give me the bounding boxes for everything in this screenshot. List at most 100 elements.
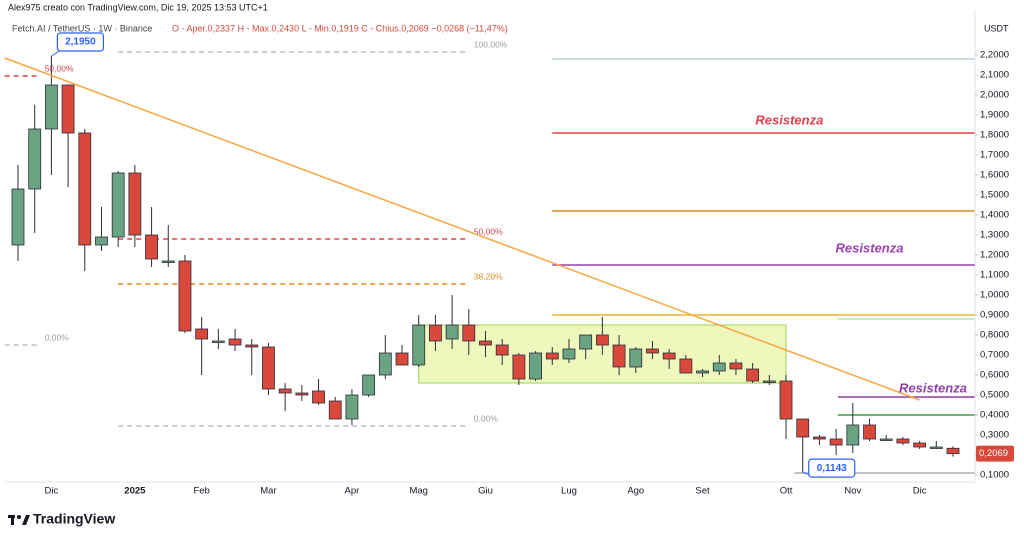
candle-body bbox=[679, 358, 693, 374]
candle-body bbox=[161, 260, 175, 263]
candle-body bbox=[429, 324, 442, 342]
candle-body bbox=[479, 340, 492, 346]
x-tick-label: Apr bbox=[345, 486, 360, 497]
candle-body bbox=[445, 324, 459, 340]
candle-body bbox=[328, 400, 342, 420]
x-tick-label: Mar bbox=[260, 486, 276, 497]
candle-body bbox=[545, 352, 559, 360]
y-tick-label: 1,8000 bbox=[980, 130, 1009, 141]
candle-body bbox=[595, 334, 609, 346]
x-tick-label: Dic bbox=[913, 486, 927, 497]
fib-label: 50,00% bbox=[45, 63, 74, 73]
annotation: Resistenza bbox=[755, 112, 823, 127]
candle-body bbox=[629, 348, 643, 368]
candle-body bbox=[412, 324, 426, 366]
callout-box bbox=[56, 32, 104, 52]
candle-body bbox=[195, 328, 209, 340]
candle-body bbox=[245, 344, 259, 348]
footer-brand: TradingView bbox=[33, 511, 115, 527]
legend-name: Fetch.AI / TetherUS · 1W · Binance bbox=[12, 23, 152, 33]
candle-body bbox=[729, 362, 743, 370]
y-tick-label: 1,5000 bbox=[980, 190, 1009, 201]
candle-body bbox=[345, 394, 359, 420]
x-tick-label: Giu bbox=[478, 486, 493, 497]
candle-body bbox=[746, 368, 760, 382]
candle-body bbox=[278, 388, 292, 394]
candle-body bbox=[61, 84, 75, 134]
y-tick-label: 2,2000 bbox=[980, 50, 1009, 61]
candle-body bbox=[879, 438, 893, 441]
y-tick-label: 1,4000 bbox=[980, 210, 1009, 221]
y-axis-label: USDT bbox=[984, 23, 1009, 33]
candle-body bbox=[312, 390, 325, 404]
y-tick-label: 2,0000 bbox=[980, 90, 1009, 101]
annotation: Resistenza bbox=[836, 240, 904, 255]
fib-label: 0,00% bbox=[474, 413, 499, 423]
candle-body bbox=[579, 334, 593, 350]
y-tick-label: 1,3000 bbox=[980, 230, 1009, 241]
callout-label: 0,1143 bbox=[817, 463, 847, 474]
y-tick-label: 2,1000 bbox=[980, 70, 1009, 81]
y-tick-label: 0,7000 bbox=[980, 350, 1009, 361]
candle-body bbox=[78, 132, 92, 246]
candle-body bbox=[896, 438, 910, 444]
y-tick-label: 1,7000 bbox=[980, 150, 1009, 161]
candle-body bbox=[378, 352, 392, 376]
x-tick-label: 2025 bbox=[124, 486, 146, 497]
fib-label: 100,00% bbox=[474, 39, 508, 49]
x-tick-label: Ott bbox=[780, 486, 793, 497]
candle-body bbox=[946, 447, 960, 455]
candle-body bbox=[128, 172, 142, 236]
candle-body bbox=[28, 128, 42, 190]
candle-body bbox=[696, 370, 709, 374]
candle-body bbox=[762, 380, 776, 383]
fib-label: 50,00% bbox=[474, 226, 503, 236]
legend-values: O - Aper.0,2337 H - Max.0,2430 L - Min.0… bbox=[172, 23, 508, 33]
candle-body bbox=[262, 346, 275, 390]
candle-body bbox=[662, 352, 676, 360]
candle-body bbox=[145, 234, 158, 260]
y-tick-label: 1,0000 bbox=[980, 290, 1009, 301]
candle-body bbox=[395, 352, 409, 366]
y-tick-label: 0,8000 bbox=[980, 330, 1009, 341]
fib-label: 0,00% bbox=[45, 332, 70, 342]
candle-body bbox=[462, 324, 476, 342]
candle-body bbox=[178, 260, 192, 332]
candle-body bbox=[612, 344, 626, 368]
candle-body bbox=[11, 188, 25, 246]
candle-body bbox=[362, 374, 376, 396]
candle-body bbox=[495, 344, 509, 356]
callout-box bbox=[808, 458, 856, 478]
x-tick-label: Nov bbox=[844, 486, 861, 497]
y-tick-label: 0,6000 bbox=[980, 370, 1009, 381]
candle-body bbox=[95, 236, 108, 246]
x-tick-label: Feb bbox=[193, 486, 209, 497]
candle-body bbox=[779, 380, 793, 420]
candle-body bbox=[846, 424, 860, 446]
candle-body bbox=[813, 436, 826, 440]
x-tick-label: Mag bbox=[409, 486, 427, 497]
y-tick-label: 0,5000 bbox=[980, 390, 1009, 401]
y-tick-label: 0,3000 bbox=[980, 430, 1009, 441]
candle-body bbox=[228, 338, 242, 346]
y-tick-label: 1,2000 bbox=[980, 250, 1009, 261]
x-tick-label: Ago bbox=[627, 486, 644, 497]
candle-body bbox=[829, 438, 843, 446]
logo bbox=[8, 515, 30, 525]
y-tick-label: 0,1000 bbox=[980, 470, 1009, 481]
y-tick-label: 1,9000 bbox=[980, 110, 1009, 121]
annotation: Resistenza bbox=[899, 380, 967, 395]
x-tick-label: Lug bbox=[561, 486, 577, 497]
candle-body bbox=[863, 424, 876, 440]
candle-body bbox=[796, 418, 810, 438]
candle-body bbox=[111, 172, 125, 238]
candle-body bbox=[913, 442, 927, 448]
last-price-label: 0,2069 bbox=[979, 448, 1008, 459]
candle-body bbox=[529, 352, 542, 380]
candle-body bbox=[44, 84, 58, 130]
header: Alex975 creato con TradingView.com, Dic … bbox=[8, 2, 268, 12]
y-tick-label: 0,4000 bbox=[980, 410, 1009, 421]
y-tick-label: 1,1000 bbox=[980, 270, 1009, 281]
candle-body bbox=[295, 392, 309, 396]
